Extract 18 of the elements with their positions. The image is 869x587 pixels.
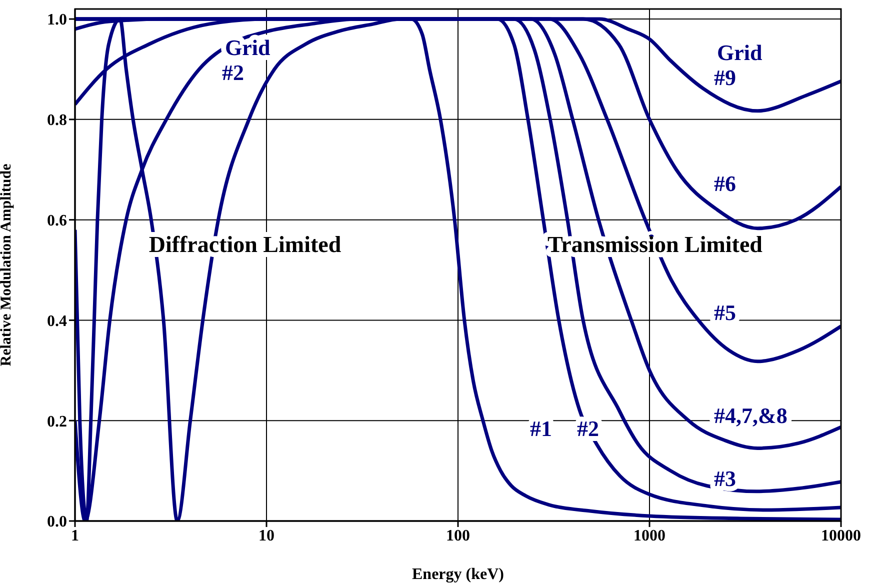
y-tick-label: 0.6 bbox=[47, 212, 67, 230]
x-tick-label: 10 bbox=[258, 527, 274, 544]
y-tick-label: 1.0 bbox=[47, 12, 67, 29]
x-tick-label: 10000 bbox=[821, 527, 861, 544]
y-tick-label: 0.8 bbox=[47, 112, 67, 130]
y-tick-label: 0.0 bbox=[47, 514, 67, 531]
x-tick-label: 1000 bbox=[634, 527, 666, 544]
annotation: #6 bbox=[714, 171, 736, 196]
x-axis-title: Energy (keV) bbox=[412, 566, 504, 583]
x-tick-label: 100 bbox=[446, 527, 470, 544]
y-tick-label: 0.2 bbox=[47, 413, 67, 430]
y-tick-label: 0.4 bbox=[47, 312, 67, 330]
y-axis-title: Relative Modulation Amplitude bbox=[0, 163, 14, 366]
annotation: Grid #9 bbox=[714, 40, 762, 90]
annotation: #1 bbox=[530, 416, 552, 441]
annotation: #3 bbox=[714, 466, 736, 491]
x-tick-label: 1 bbox=[71, 527, 79, 544]
annotation: #5 bbox=[714, 300, 736, 325]
